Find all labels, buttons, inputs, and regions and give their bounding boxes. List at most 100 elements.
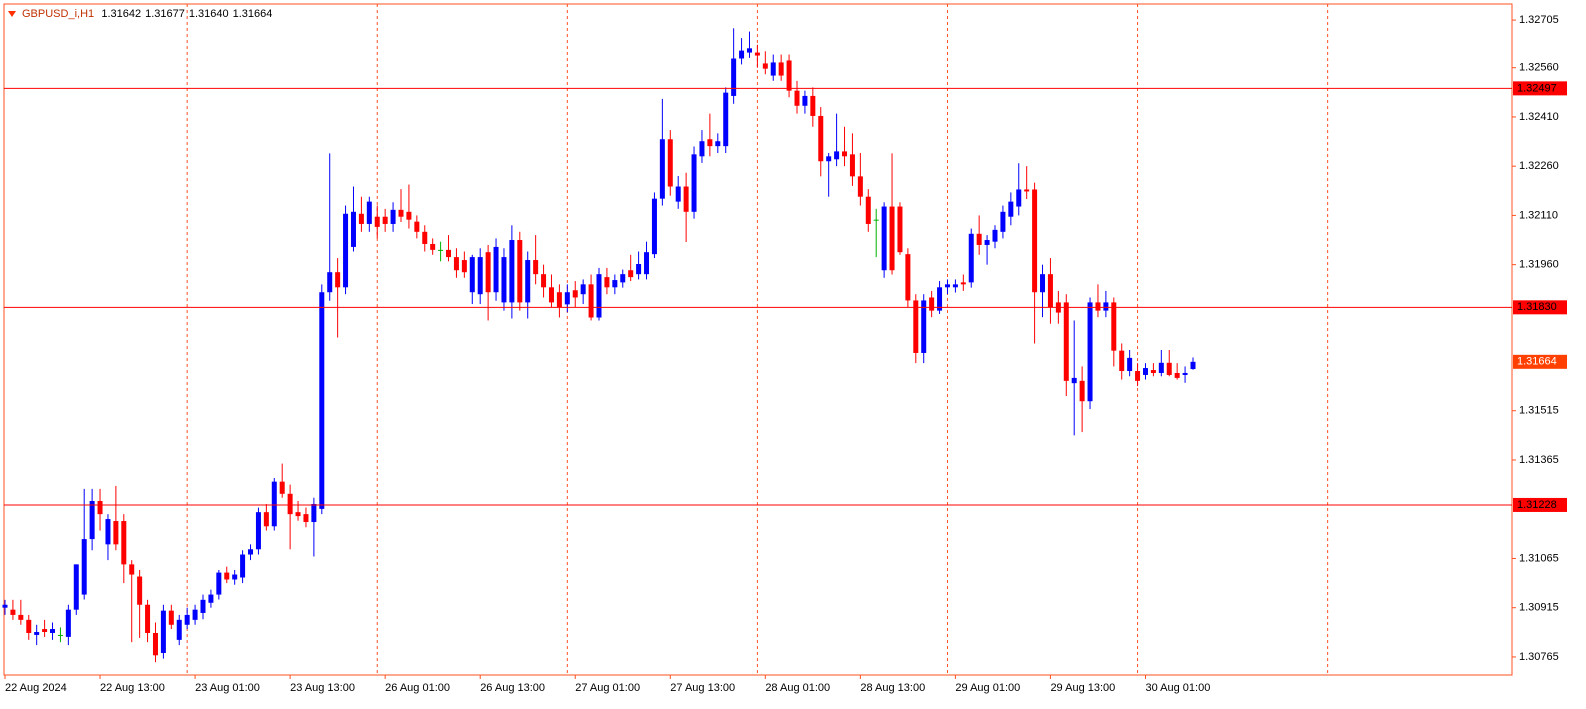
- candle-body: [430, 243, 436, 250]
- candle-body: [1127, 357, 1133, 372]
- candle-body: [564, 292, 570, 305]
- y-tick-label: 1.31515: [1519, 405, 1559, 417]
- candle-body: [105, 519, 111, 545]
- candle-body: [770, 62, 776, 76]
- price-label: 1.31228: [1517, 499, 1557, 511]
- header-close: 1.31664: [233, 8, 273, 20]
- candle-body: [1008, 201, 1014, 217]
- price-label: 1.31830: [1517, 301, 1557, 313]
- candle-body: [1158, 362, 1164, 373]
- candle-body: [73, 564, 79, 610]
- candle-body: [295, 512, 301, 517]
- candle-body: [659, 139, 665, 199]
- y-tick-label: 1.32260: [1519, 160, 1559, 172]
- candle-body: [469, 257, 475, 293]
- header-high: 1.31677: [145, 8, 185, 20]
- candle-body: [208, 594, 214, 603]
- candle-body: [968, 233, 974, 283]
- candle-body: [984, 240, 990, 245]
- candle-body: [1000, 211, 1006, 232]
- candle-body: [739, 50, 745, 59]
- candle-body: [810, 95, 816, 116]
- candle-body: [26, 619, 32, 633]
- candle-body: [311, 503, 317, 523]
- candle-body: [1032, 189, 1038, 293]
- y-tick-label: 1.32705: [1519, 14, 1559, 26]
- candle-body: [937, 287, 943, 311]
- menu-triangle[interactable]: [8, 11, 16, 17]
- candle-body: [192, 609, 198, 620]
- candle-body: [42, 629, 48, 632]
- candle-body: [176, 619, 182, 640]
- candle-body: [525, 260, 531, 303]
- candle-body: [715, 141, 721, 147]
- candle-body: [1166, 362, 1172, 375]
- candle-body: [1079, 380, 1085, 402]
- candle-body: [34, 631, 40, 635]
- candle-body: [604, 277, 610, 288]
- candle-body: [548, 287, 554, 303]
- candle-body: [263, 512, 269, 527]
- candle-body: [1111, 302, 1117, 351]
- x-tick-label: 29 Aug 01:00: [955, 682, 1020, 694]
- candle-body: [644, 252, 650, 275]
- candle-body: [944, 284, 950, 288]
- candle-body: [446, 249, 452, 258]
- candle-body: [224, 572, 230, 580]
- candle-body: [248, 549, 254, 555]
- candle-body: [1142, 368, 1148, 375]
- price-label-box: [1513, 81, 1567, 96]
- candle-body: [1150, 370, 1156, 373]
- candle-body: [477, 257, 483, 295]
- candle-body: [406, 211, 412, 220]
- candle-body: [232, 574, 238, 580]
- candle-body: [556, 292, 562, 308]
- candle-body: [731, 58, 737, 96]
- candle-body: [849, 154, 855, 177]
- candle-body: [802, 95, 808, 106]
- candle-body: [145, 604, 151, 633]
- y-tick-label: 1.31365: [1519, 454, 1559, 466]
- y-tick-label: 1.30765: [1519, 651, 1559, 663]
- candle-body: [255, 512, 261, 550]
- price-label: 1.32497: [1517, 82, 1557, 94]
- price-label-box: [1513, 300, 1567, 315]
- candle-body: [889, 206, 895, 271]
- candle-body: [343, 213, 349, 288]
- candle-body: [414, 221, 420, 232]
- x-tick-label: 22 Aug 2024: [5, 682, 67, 694]
- x-tick-label: 28 Aug 13:00: [860, 682, 925, 694]
- candle-body: [1071, 377, 1077, 384]
- candle-body: [596, 274, 602, 318]
- candle-body: [216, 572, 222, 595]
- candle-body: [786, 60, 792, 91]
- candle-body: [572, 290, 578, 298]
- candle-body: [873, 219, 879, 221]
- candle-body: [501, 257, 507, 303]
- candle-body: [541, 274, 547, 288]
- candle-body: [358, 213, 364, 224]
- x-tick-label: 29 Aug 13:00: [1050, 682, 1115, 694]
- candle-body: [651, 198, 657, 255]
- plot-border: [3, 3, 1513, 676]
- candle-body: [794, 90, 800, 106]
- candle-body: [152, 632, 158, 656]
- bid-label: 1.31664: [1517, 356, 1557, 368]
- candle-body: [762, 63, 768, 69]
- candle-body: [350, 211, 356, 247]
- candle-body: [184, 614, 190, 625]
- candle-body: [921, 300, 927, 353]
- candle-body: [485, 252, 491, 293]
- candle-body: [137, 576, 143, 605]
- candle-body: [200, 599, 206, 613]
- x-tick-label: 23 Aug 13:00: [290, 682, 355, 694]
- candle-body: [335, 272, 341, 288]
- candle-body: [620, 274, 626, 283]
- candle-body: [1016, 189, 1022, 207]
- y-tick-label: 1.31065: [1519, 552, 1559, 564]
- candle-body: [857, 176, 863, 197]
- x-tick-label: 30 Aug 01:00: [1145, 682, 1210, 694]
- y-tick-label: 1.31960: [1519, 259, 1559, 271]
